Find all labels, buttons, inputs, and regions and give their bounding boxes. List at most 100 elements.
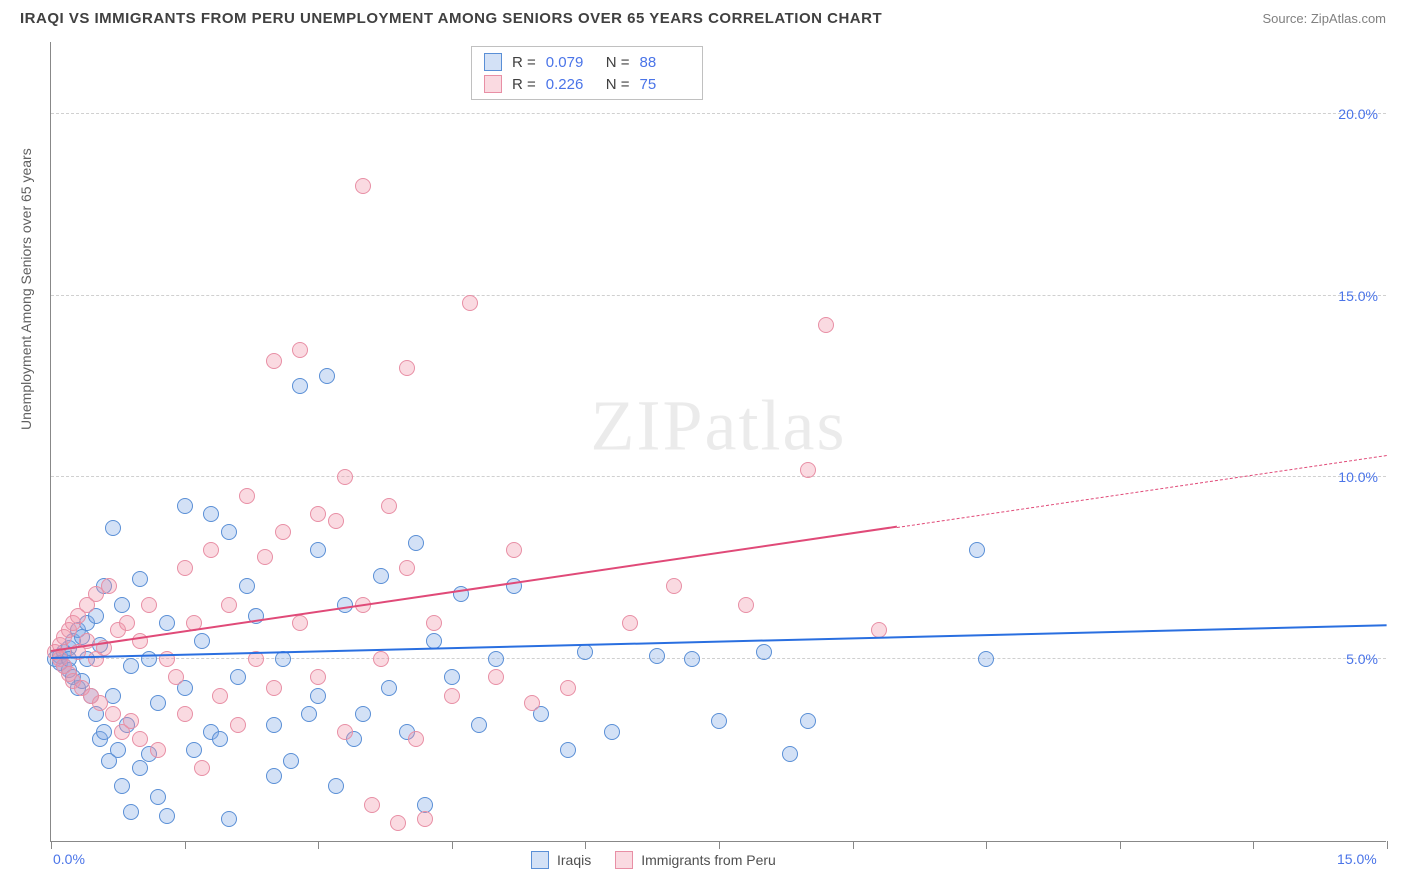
y-tick-label: 10.0% <box>1338 469 1378 485</box>
stat-n-label: N = <box>606 54 630 71</box>
data-point <box>337 724 353 740</box>
data-point <box>132 760 148 776</box>
source-attribution: Source: ZipAtlas.com <box>1262 11 1386 26</box>
data-point <box>230 669 246 685</box>
legend-swatch <box>484 53 502 71</box>
data-point <box>177 706 193 722</box>
x-tick <box>1253 841 1254 849</box>
data-point <box>96 724 112 740</box>
data-point <box>524 695 540 711</box>
data-point <box>381 498 397 514</box>
data-point <box>177 498 193 514</box>
data-point <box>488 651 504 667</box>
data-point <box>168 669 184 685</box>
data-point <box>577 644 593 660</box>
data-point <box>123 713 139 729</box>
data-point <box>390 815 406 831</box>
data-point <box>604 724 620 740</box>
data-point <box>110 742 126 758</box>
data-point <box>159 615 175 631</box>
gridline-h <box>51 295 1386 296</box>
y-tick-label: 20.0% <box>1338 106 1378 122</box>
data-point <box>622 615 638 631</box>
y-tick-label: 5.0% <box>1346 651 1378 667</box>
trend-line-extrapolated <box>897 455 1387 528</box>
legend-swatch <box>531 851 549 869</box>
data-point <box>292 342 308 358</box>
data-point <box>399 560 415 576</box>
legend-label: Immigrants from Peru <box>641 852 776 868</box>
legend-label: Iraqis <box>557 852 591 868</box>
data-point <box>203 542 219 558</box>
stat-r-label: R = <box>512 54 536 71</box>
gridline-h <box>51 476 1386 477</box>
watermark: ZIPatlas <box>591 384 847 467</box>
data-point <box>123 804 139 820</box>
data-point <box>92 695 108 711</box>
data-point <box>666 578 682 594</box>
data-point <box>373 568 389 584</box>
stat-r-label: R = <box>512 76 536 93</box>
data-point <box>275 524 291 540</box>
data-point <box>221 811 237 827</box>
data-point <box>239 578 255 594</box>
x-tick <box>1120 841 1121 849</box>
data-point <box>711 713 727 729</box>
data-point <box>426 615 442 631</box>
data-point <box>355 178 371 194</box>
data-point <box>132 571 148 587</box>
data-point <box>738 597 754 613</box>
data-point <box>560 680 576 696</box>
data-point <box>212 688 228 704</box>
scatter-chart: ZIPatlas R =0.079N =88R =0.226N =75 Iraq… <box>50 42 1386 842</box>
data-point <box>114 597 130 613</box>
chart-title: IRAQI VS IMMIGRANTS FROM PERU UNEMPLOYME… <box>20 10 882 27</box>
data-point <box>488 669 504 685</box>
data-point <box>782 746 798 762</box>
x-tick-label: 15.0% <box>1337 851 1377 867</box>
data-point <box>310 669 326 685</box>
data-point <box>355 706 371 722</box>
data-point <box>114 778 130 794</box>
data-point <box>969 542 985 558</box>
data-point <box>310 688 326 704</box>
data-point <box>471 717 487 733</box>
x-tick <box>1387 841 1388 849</box>
legend-item: Iraqis <box>531 851 591 869</box>
data-point <box>337 469 353 485</box>
stats-row: R =0.226N =75 <box>484 73 690 95</box>
data-point <box>221 524 237 540</box>
data-point <box>560 742 576 758</box>
data-point <box>101 578 117 594</box>
x-tick <box>185 841 186 849</box>
legend-swatch <box>484 75 502 93</box>
data-point <box>194 633 210 649</box>
data-point <box>399 360 415 376</box>
x-tick <box>853 841 854 849</box>
x-tick <box>719 841 720 849</box>
data-point <box>257 549 273 565</box>
data-point <box>310 506 326 522</box>
data-point <box>132 731 148 747</box>
stat-r-value: 0.226 <box>546 76 596 93</box>
y-axis-title: Unemployment Among Seniors over 65 years <box>18 148 34 430</box>
data-point <box>230 717 246 733</box>
data-point <box>800 713 816 729</box>
data-point <box>266 768 282 784</box>
x-tick <box>51 841 52 849</box>
x-tick <box>986 841 987 849</box>
data-point <box>275 651 291 667</box>
stat-n-value: 88 <box>640 54 690 71</box>
data-point <box>408 731 424 747</box>
data-point <box>364 797 380 813</box>
trend-line <box>51 624 1387 659</box>
stat-n-label: N = <box>606 76 630 93</box>
data-point <box>266 353 282 369</box>
data-point <box>462 295 478 311</box>
data-point <box>301 706 317 722</box>
stat-r-value: 0.079 <box>546 54 596 71</box>
stats-row: R = 0.079 N = 88 <box>484 51 690 73</box>
x-tick <box>452 841 453 849</box>
data-point <box>177 560 193 576</box>
data-point <box>212 731 228 747</box>
